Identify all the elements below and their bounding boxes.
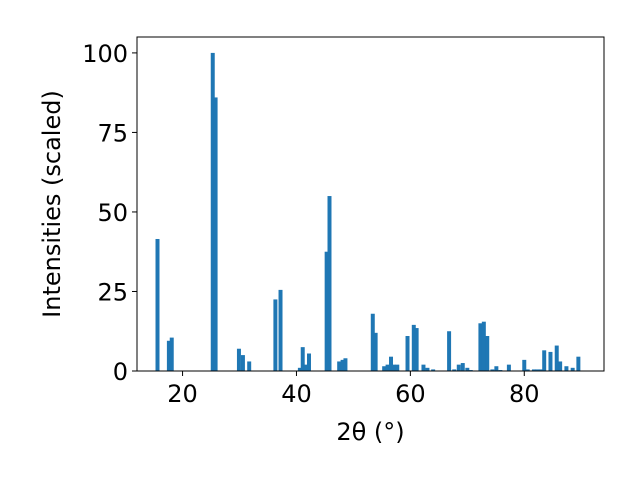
- y-ticks-group: 0 25 50 75 100: [82, 40, 137, 386]
- bar: [247, 361, 252, 371]
- bar: [303, 364, 308, 371]
- y-tick-label: 0: [113, 358, 128, 386]
- y-tick-label: 100: [82, 40, 128, 68]
- bar: [431, 369, 436, 371]
- bar: [531, 369, 536, 371]
- bar: [411, 324, 416, 371]
- bar: [564, 366, 569, 371]
- bar: [337, 361, 342, 371]
- bar: [535, 369, 540, 371]
- bar: [525, 369, 530, 371]
- bar: [389, 356, 393, 371]
- bar: [460, 363, 465, 371]
- x-ticks-group: 20 40 60 80: [167, 371, 540, 408]
- bar: [414, 328, 419, 371]
- bar: [548, 351, 553, 371]
- bar: [169, 337, 174, 371]
- bar: [273, 299, 278, 371]
- bar: [425, 367, 430, 371]
- bar: [421, 364, 426, 371]
- bar: [327, 196, 332, 371]
- bar: [538, 369, 543, 371]
- bar: [485, 336, 490, 371]
- plot-frame: [136, 36, 605, 372]
- bar: [385, 364, 390, 371]
- bar: [297, 367, 302, 371]
- bar: [240, 355, 245, 371]
- bar: [213, 97, 218, 371]
- bar: [481, 321, 486, 371]
- bar: [490, 369, 495, 371]
- y-tick-label: 75: [97, 119, 128, 147]
- bar: [155, 238, 160, 371]
- bar: [324, 251, 329, 371]
- bar: [465, 367, 470, 371]
- bar: [210, 52, 215, 372]
- bar: [373, 332, 378, 371]
- bar: [554, 345, 559, 371]
- bar: [478, 323, 483, 371]
- bar: [494, 366, 499, 371]
- bar: [522, 359, 527, 371]
- bar: [391, 364, 396, 371]
- bar: [506, 364, 511, 371]
- bar: [447, 331, 452, 371]
- bar: [278, 289, 283, 371]
- bar: [306, 353, 311, 371]
- bar: [452, 369, 457, 371]
- bar: [405, 336, 410, 371]
- x-tick-label: 60: [395, 380, 426, 408]
- bar: [570, 367, 575, 371]
- bar: [382, 366, 387, 371]
- bar: [166, 340, 171, 371]
- bar: [395, 364, 400, 371]
- x-tick-label: 20: [167, 380, 198, 408]
- bar: [558, 361, 563, 371]
- bar: [542, 350, 547, 371]
- x-tick-label: 80: [509, 380, 540, 408]
- bar: [456, 364, 461, 371]
- bar: [236, 348, 241, 371]
- y-axis-label: Intensities (scaled): [38, 90, 66, 318]
- bar: [370, 313, 375, 371]
- bar: [300, 347, 305, 371]
- x-axis-label: 2θ (°): [336, 418, 404, 446]
- bar: [340, 359, 345, 371]
- x-tick-label: 40: [281, 380, 312, 408]
- bar: [576, 356, 581, 371]
- y-tick-label: 50: [97, 199, 128, 227]
- y-tick-label: 25: [97, 278, 128, 306]
- bar: [343, 358, 348, 371]
